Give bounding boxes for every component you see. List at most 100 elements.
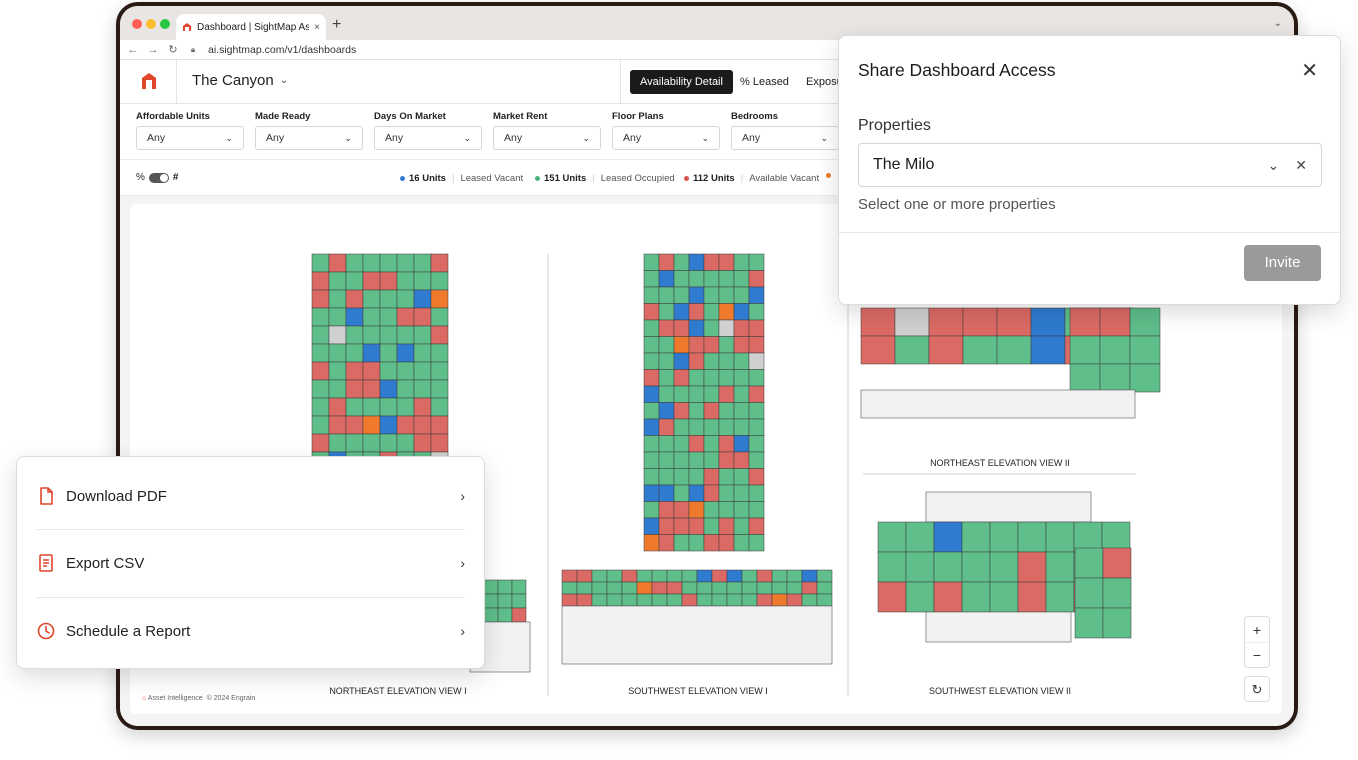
- unit-cell[interactable]: [748, 336, 765, 354]
- unit-cell[interactable]: [673, 303, 690, 321]
- reset-view-button[interactable]: ↻: [1244, 676, 1270, 702]
- unit-cell[interactable]: [673, 501, 690, 519]
- unit-cell[interactable]: [345, 253, 364, 273]
- unit-cell[interactable]: [688, 286, 705, 304]
- zoom-in-button[interactable]: +: [1245, 617, 1269, 643]
- unit-cell[interactable]: [748, 534, 765, 552]
- unit-cell[interactable]: [711, 569, 728, 583]
- filter-select[interactable]: Any ⌄: [731, 126, 839, 150]
- unit-cell[interactable]: [636, 569, 653, 583]
- url-text[interactable]: ai.sightmap.com/v1/dashboards: [208, 43, 357, 56]
- unit-cell[interactable]: [345, 307, 364, 327]
- unit-cell[interactable]: [511, 593, 527, 609]
- unit-cell[interactable]: [643, 319, 660, 337]
- unit-cell[interactable]: [591, 569, 608, 583]
- unit-cell[interactable]: [1074, 577, 1104, 609]
- unit-cell[interactable]: [379, 343, 398, 363]
- unit-cell[interactable]: [1102, 547, 1132, 579]
- unit-cell[interactable]: [362, 343, 381, 363]
- unit-cell[interactable]: [430, 361, 449, 381]
- forward-icon[interactable]: →: [147, 43, 159, 56]
- unit-cell[interactable]: [328, 343, 347, 363]
- unit-cell[interactable]: [658, 385, 675, 403]
- unit-cell[interactable]: [733, 303, 750, 321]
- unit-cell[interactable]: [658, 451, 675, 469]
- unit-cell[interactable]: [345, 379, 364, 399]
- unit-cell[interactable]: [816, 569, 833, 583]
- unit-cell[interactable]: [816, 581, 833, 595]
- logo-icon[interactable]: [140, 72, 158, 90]
- unit-cell[interactable]: [643, 517, 660, 535]
- unit-cell[interactable]: [576, 569, 593, 583]
- unit-cell[interactable]: [328, 271, 347, 291]
- unit-cell[interactable]: [658, 369, 675, 387]
- unit-cell[interactable]: [1099, 363, 1131, 393]
- unit-cell[interactable]: [756, 593, 773, 607]
- back-icon[interactable]: ←: [127, 43, 139, 56]
- unit-cell[interactable]: [311, 253, 330, 273]
- unit-cell[interactable]: [430, 289, 449, 309]
- unit-cell[interactable]: [673, 468, 690, 486]
- properties-select[interactable]: The Milo ⌄ ✕: [858, 143, 1322, 187]
- unit-cell[interactable]: [905, 551, 935, 583]
- unit-cell[interactable]: [673, 418, 690, 436]
- unit-cell[interactable]: [688, 484, 705, 502]
- unit-cell[interactable]: [379, 253, 398, 273]
- unit-cell[interactable]: [413, 433, 432, 453]
- unit-cell[interactable]: [643, 435, 660, 453]
- unit-cell[interactable]: [621, 581, 638, 595]
- filter-select[interactable]: Any ⌄: [374, 126, 482, 150]
- close-icon[interactable]: ✕: [1301, 60, 1318, 82]
- unit-cell[interactable]: [748, 484, 765, 502]
- unit-cell[interactable]: [413, 325, 432, 345]
- filter-select[interactable]: Any ⌄: [493, 126, 601, 150]
- legend-item[interactable]: 16 Units | Leased Vacant: [400, 173, 523, 184]
- unit-cell[interactable]: [733, 435, 750, 453]
- unit-cell[interactable]: [733, 484, 750, 502]
- unit-cell[interactable]: [345, 433, 364, 453]
- unit-cell[interactable]: [688, 517, 705, 535]
- unit-cell[interactable]: [696, 593, 713, 607]
- zoom-out-button[interactable]: −: [1252, 647, 1262, 663]
- toggle-switch[interactable]: [148, 172, 169, 183]
- unit-cell[interactable]: [673, 270, 690, 288]
- unit-cell[interactable]: [1074, 547, 1104, 579]
- unit-cell[interactable]: [688, 402, 705, 420]
- unit-cell[interactable]: [396, 307, 415, 327]
- unit-cell[interactable]: [413, 271, 432, 291]
- unit-cell[interactable]: [658, 534, 675, 552]
- unit-cell[interactable]: [718, 303, 735, 321]
- unit-cell[interactable]: [673, 369, 690, 387]
- unit-cell[interactable]: [396, 325, 415, 345]
- unit-cell[interactable]: [345, 271, 364, 291]
- property-selector[interactable]: The Canyon ⌄: [192, 72, 288, 89]
- unit-cell[interactable]: [1030, 335, 1066, 365]
- unit-cell[interactable]: [688, 501, 705, 519]
- unit-cell[interactable]: [733, 319, 750, 337]
- unit-cell[interactable]: [430, 325, 449, 345]
- unit-cell[interactable]: [748, 270, 765, 288]
- unit-cell[interactable]: [413, 289, 432, 309]
- unit-cell[interactable]: [962, 335, 998, 365]
- unit-cell[interactable]: [379, 415, 398, 435]
- unit-cell[interactable]: [1045, 581, 1075, 613]
- unit-cell[interactable]: [345, 361, 364, 381]
- unit-cell[interactable]: [511, 579, 527, 595]
- filter-select[interactable]: Any ⌄: [255, 126, 363, 150]
- unit-cell[interactable]: [771, 581, 788, 595]
- unit-cell[interactable]: [483, 579, 499, 595]
- unit-cell[interactable]: [928, 335, 964, 365]
- unit-cell[interactable]: [483, 593, 499, 609]
- unit-cell[interactable]: [718, 435, 735, 453]
- unit-cell[interactable]: [756, 569, 773, 583]
- unit-cell[interactable]: [576, 593, 593, 607]
- unit-cell[interactable]: [497, 593, 513, 609]
- unit-cell[interactable]: [413, 253, 432, 273]
- unit-cell[interactable]: [989, 581, 1019, 613]
- filter-select[interactable]: Any ⌄: [612, 126, 720, 150]
- unit-cell[interactable]: [658, 418, 675, 436]
- unit-cell[interactable]: [877, 521, 907, 553]
- unit-cell[interactable]: [362, 325, 381, 345]
- unit-cell[interactable]: [718, 517, 735, 535]
- unit-cell[interactable]: [962, 307, 998, 337]
